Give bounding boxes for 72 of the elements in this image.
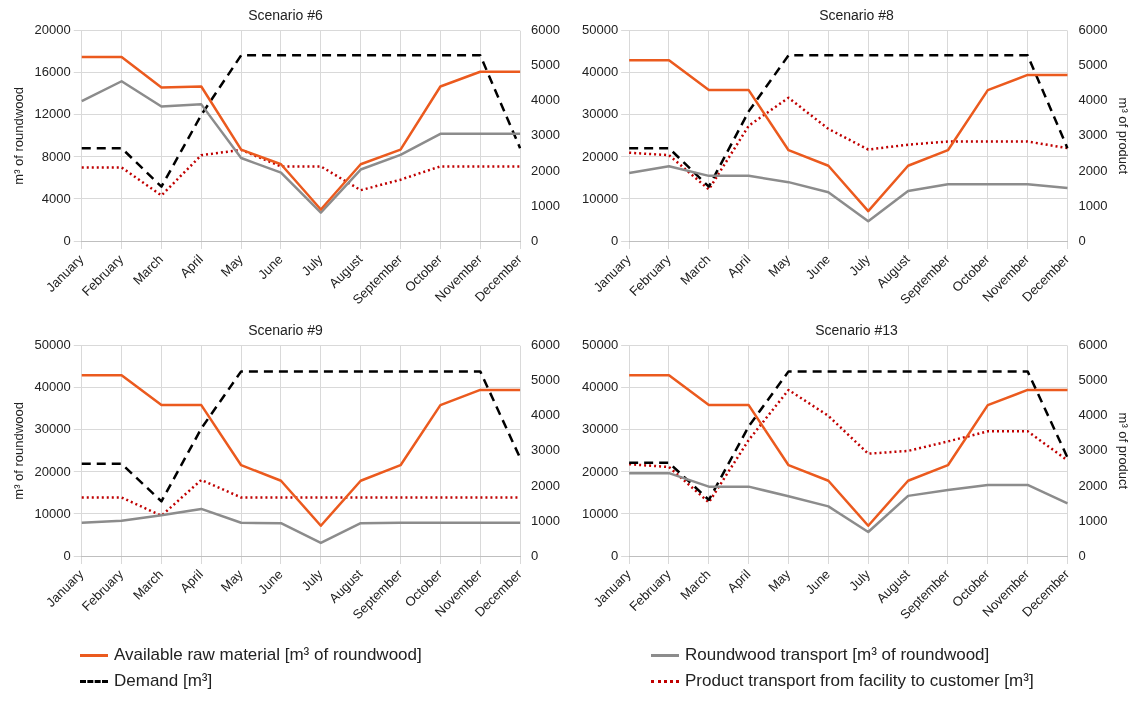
y2-tick-label: 6000 bbox=[531, 337, 560, 353]
y2-tick-label: 4000 bbox=[1078, 92, 1108, 108]
y2-tick-label: 1000 bbox=[531, 197, 560, 213]
y2-tick-label: 0 bbox=[1078, 547, 1086, 563]
chart-title: Scenario #6 bbox=[248, 7, 324, 24]
y2-tick-label: 4000 bbox=[1078, 407, 1108, 423]
y2-tick-label: 0 bbox=[1078, 232, 1086, 248]
legend-label: Product transport from facility to customer [m³] bbox=[685, 671, 1034, 691]
y2-tick-label: 5000 bbox=[531, 372, 560, 388]
y2-tick-label: 6000 bbox=[1078, 337, 1108, 353]
y2-axis-title: m³ of product bbox=[1115, 97, 1131, 175]
x-tick-label: July bbox=[845, 566, 874, 594]
y2-tick-label: 5000 bbox=[1078, 57, 1108, 73]
legend-label: Roundwood transport [m³ of roundwood] bbox=[685, 645, 990, 665]
x-tick-label: July bbox=[298, 251, 326, 279]
x-tick-label: May bbox=[217, 251, 247, 280]
y-tick-label: 40000 bbox=[34, 379, 71, 395]
legend-label: Demand [m³] bbox=[114, 671, 213, 691]
y-tick-label: 20000 bbox=[34, 22, 71, 38]
y-tick-label: 0 bbox=[610, 547, 619, 563]
chart-title: Scenario #13 bbox=[815, 322, 898, 339]
y-tick-label: 10000 bbox=[34, 505, 71, 521]
y2-tick-label: 1000 bbox=[1078, 197, 1108, 213]
y2-tick-label: 1000 bbox=[1078, 512, 1108, 528]
y-tick-label: 12000 bbox=[34, 106, 71, 122]
y-tick-label: 30000 bbox=[581, 106, 619, 122]
x-tick-label: May bbox=[765, 251, 794, 280]
y2-tick-label: 0 bbox=[531, 547, 539, 563]
y-tick-label: 8000 bbox=[41, 148, 71, 164]
legend-label: Available raw material [m³ of roundwood] bbox=[114, 645, 422, 665]
y-tick-label: 30000 bbox=[34, 421, 71, 437]
y-tick-label: 40000 bbox=[581, 379, 619, 395]
y-tick-label: 20000 bbox=[581, 463, 619, 479]
y2-tick-label: 0 bbox=[531, 232, 539, 248]
y2-tick-label: 3000 bbox=[531, 127, 560, 143]
y-axis-title: m³ of roundwood bbox=[11, 402, 27, 500]
y2-tick-label: 6000 bbox=[1078, 22, 1108, 38]
y-tick-label: 40000 bbox=[581, 64, 619, 80]
x-tick-label: July bbox=[298, 566, 326, 594]
y2-tick-label: 3000 bbox=[531, 442, 560, 458]
y-tick-label: 0 bbox=[63, 232, 71, 248]
y2-tick-label: 3000 bbox=[1078, 127, 1108, 143]
y2-tick-label: 2000 bbox=[1078, 162, 1108, 178]
y-tick-label: 10000 bbox=[581, 505, 619, 521]
y2-axis-title: m³ of product bbox=[1115, 412, 1131, 490]
y2-tick-label: 2000 bbox=[531, 162, 560, 178]
y-tick-label: 20000 bbox=[34, 463, 71, 479]
y-tick-label: 30000 bbox=[581, 421, 619, 437]
y-axis-title: m³ of roundwood bbox=[11, 87, 27, 185]
y2-tick-label: 3000 bbox=[1078, 442, 1108, 458]
y-tick-label: 0 bbox=[63, 547, 71, 563]
y2-tick-label: 1000 bbox=[531, 512, 560, 528]
y-tick-label: 50000 bbox=[34, 337, 71, 353]
y2-tick-label: 2000 bbox=[531, 477, 560, 493]
y2-tick-label: 4000 bbox=[531, 407, 560, 423]
y-tick-label: 16000 bbox=[34, 64, 71, 80]
x-tick-label: May bbox=[217, 566, 247, 595]
y2-tick-label: 5000 bbox=[1078, 372, 1108, 388]
chart-title: Scenario #8 bbox=[819, 7, 895, 24]
chart-title: Scenario #9 bbox=[248, 322, 324, 339]
y-tick-label: 4000 bbox=[41, 190, 71, 206]
y-tick-label: 10000 bbox=[581, 190, 619, 206]
y-tick-label: 50000 bbox=[581, 22, 619, 38]
y2-tick-label: 6000 bbox=[531, 22, 560, 38]
x-tick-label: May bbox=[765, 566, 794, 595]
y2-tick-label: 5000 bbox=[531, 57, 560, 73]
y-tick-label: 0 bbox=[610, 232, 619, 248]
y-tick-label: 20000 bbox=[581, 148, 619, 164]
y2-tick-label: 4000 bbox=[531, 92, 560, 108]
y-tick-label: 50000 bbox=[581, 337, 619, 353]
y2-tick-label: 2000 bbox=[1078, 477, 1108, 493]
x-tick-label: July bbox=[845, 251, 874, 279]
